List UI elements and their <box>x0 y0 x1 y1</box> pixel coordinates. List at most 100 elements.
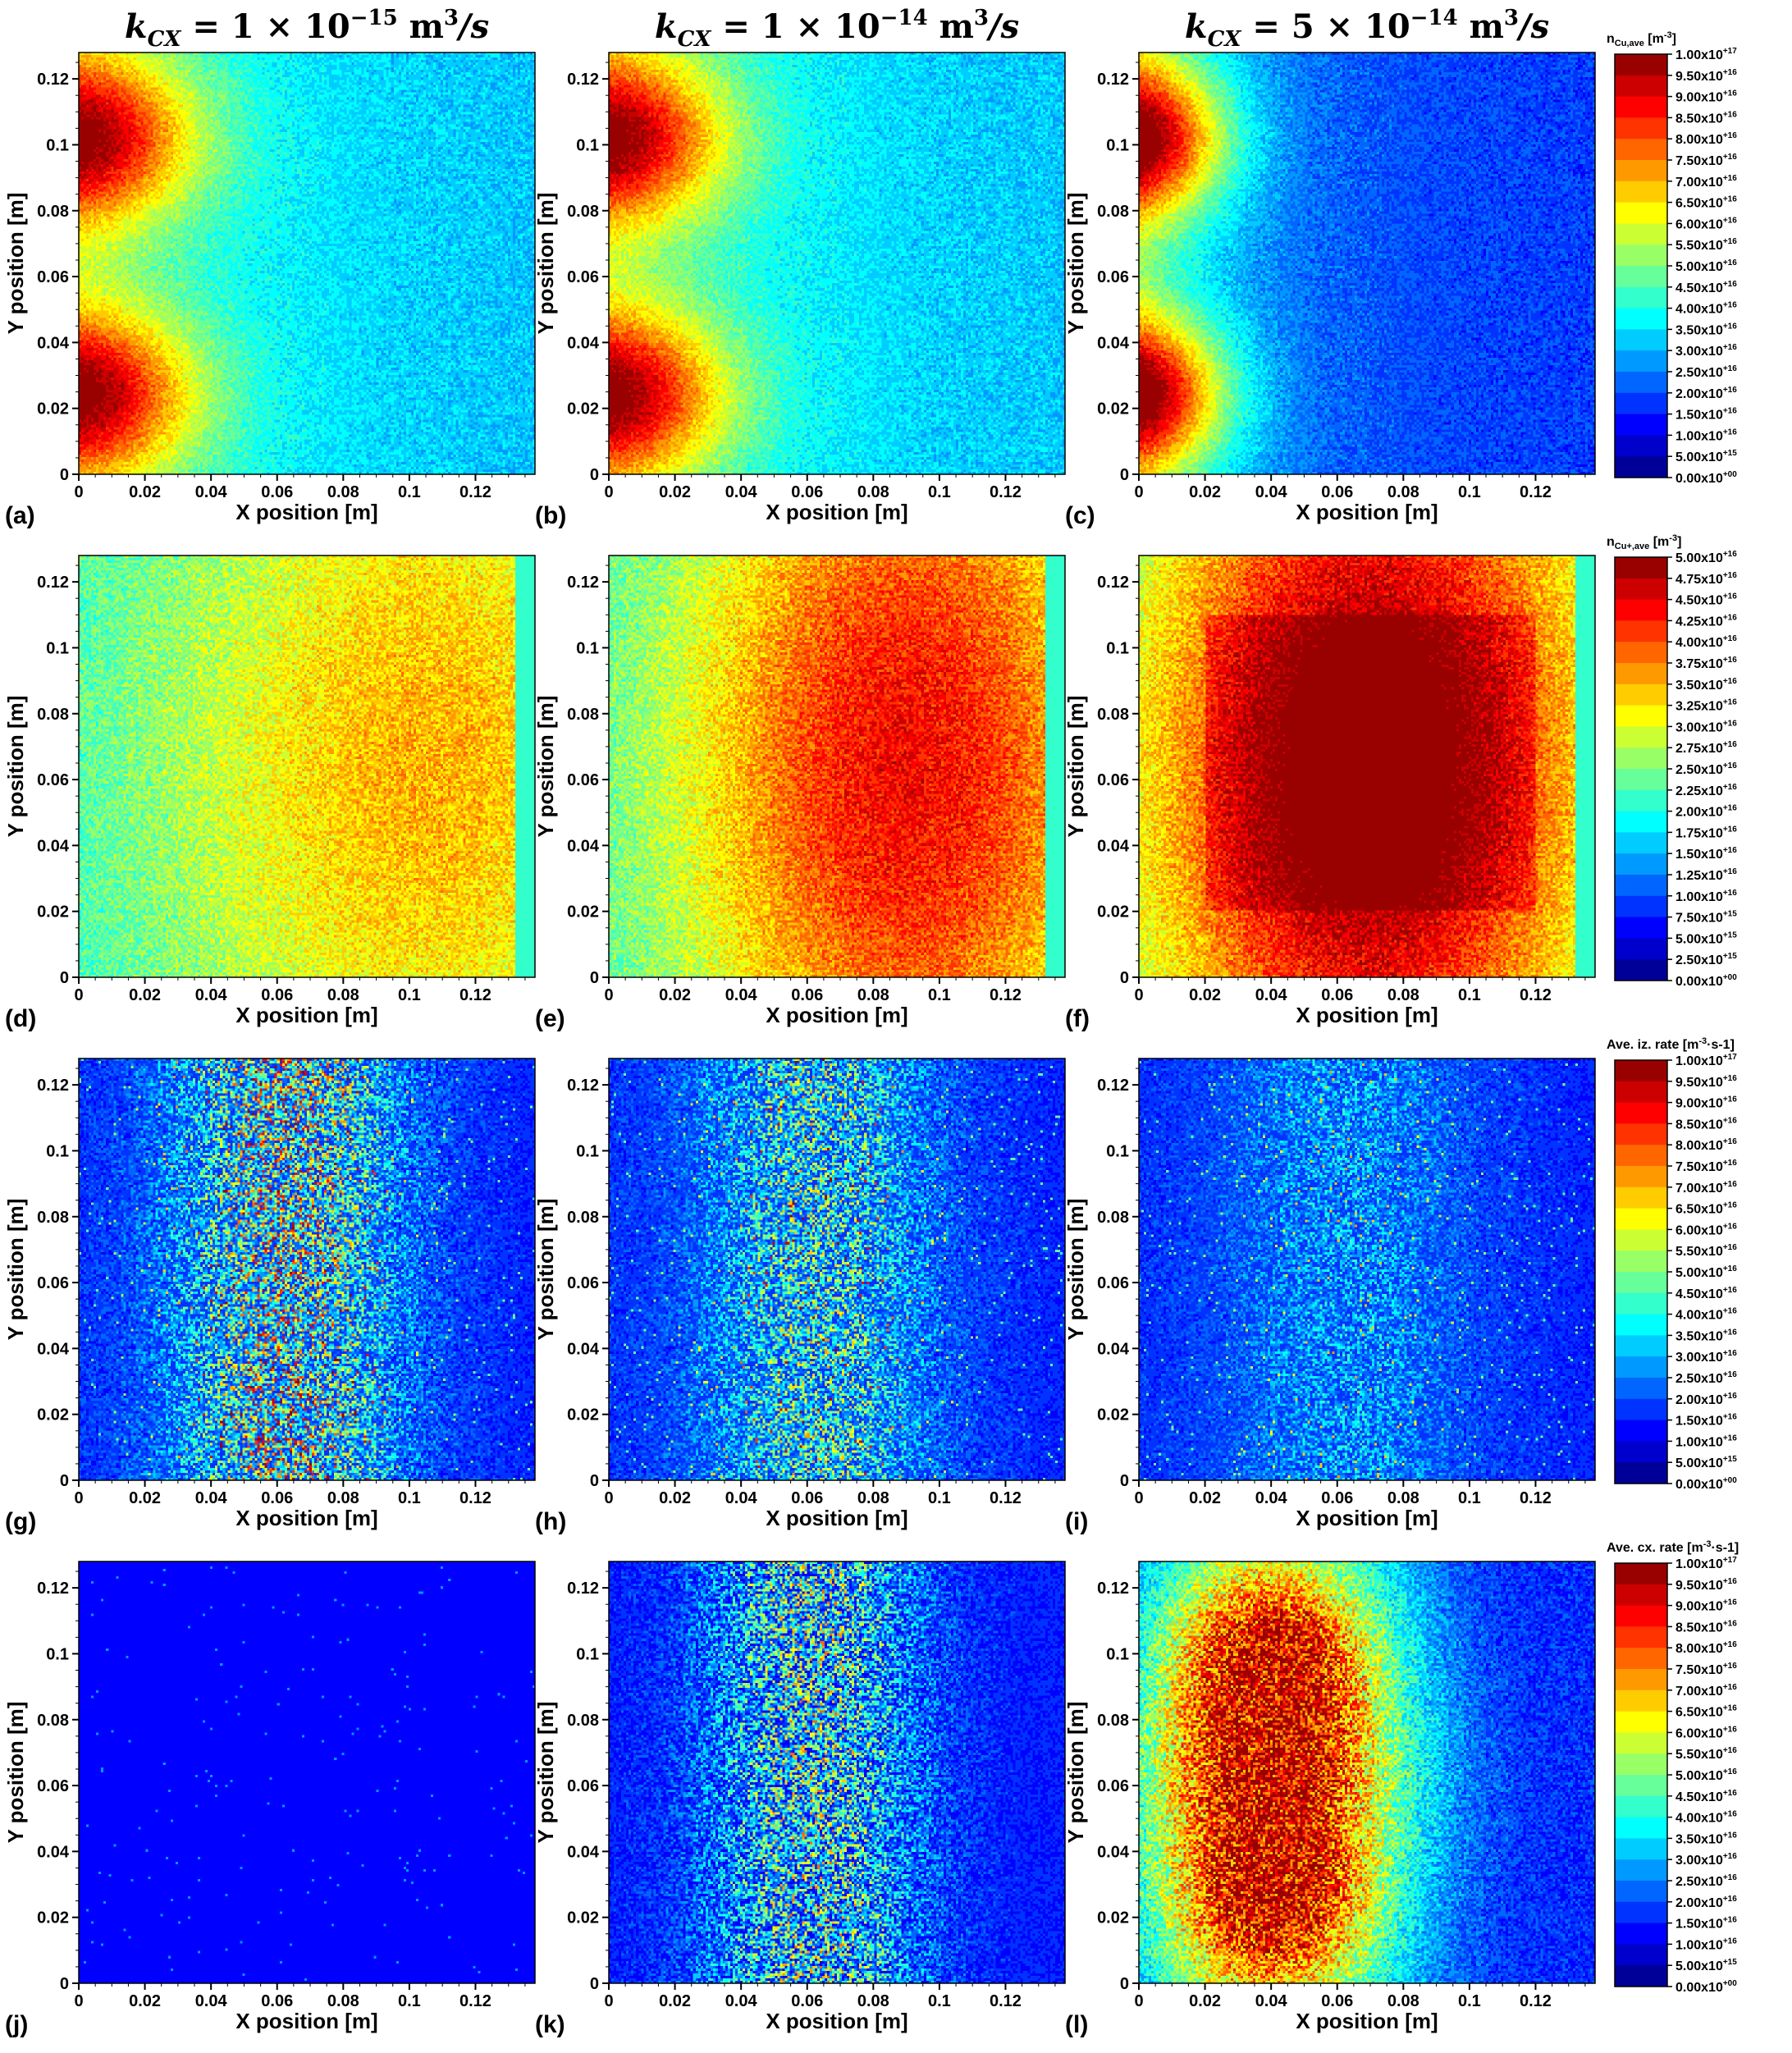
x-tick-label: 0.1 <box>928 986 951 1004</box>
panel-label: (c) <box>1065 502 1095 529</box>
y-tick-label: 0.06 <box>37 771 69 789</box>
colorbar-segment <box>1615 1944 1667 1966</box>
colorbar-segment <box>1615 1272 1667 1294</box>
plot-frame <box>78 555 536 978</box>
colorbar-label: 7.50x10+15 <box>1675 910 1737 926</box>
y-tick-label: 0.04 <box>567 837 600 855</box>
colorbar-segment <box>1615 54 1667 76</box>
heatmap-panel-e: 0 0.02 0.04 0.06 0.08 0.1 0.12 0 0.02 0.04 0.06 0.0… <box>533 555 1066 1032</box>
colorbar-segment <box>1615 1669 1667 1691</box>
x-tick-label: 0 <box>1134 1992 1143 2010</box>
colorbar-label: 4.50x10+16 <box>1675 592 1737 608</box>
y-tick-label: 0.02 <box>1097 903 1129 921</box>
x-tick-label: 0.1 <box>398 1992 421 2010</box>
column-titles: kCX = 1 × 10−15 m3/s kCX = 1 × 10−14 m3/s… <box>125 6 1549 52</box>
colorbar-segment <box>1615 599 1667 621</box>
x-tick-label: 0.02 <box>659 1992 691 2010</box>
y-tick-label: 0.06 <box>567 1274 599 1292</box>
y-tick-label: 0.08 <box>567 1712 599 1730</box>
y-tick-label: 0.04 <box>37 334 70 352</box>
x-axis-label: X position [m] <box>1296 2009 1438 2033</box>
y-tick-label: 0.08 <box>567 1209 599 1227</box>
colorbar-label: 0.00x10+00 <box>1675 1476 1737 1492</box>
colorbar-label: 4.50x10+16 <box>1675 1286 1737 1301</box>
colorbar-label: 5.00x10+15 <box>1675 1455 1737 1470</box>
y-tick-label: 0.06 <box>1097 1777 1129 1795</box>
colorbar-segment <box>1615 1292 1667 1315</box>
colorbar-label: 2.00x10+16 <box>1675 386 1737 401</box>
colorbar-label: 6.00x10+16 <box>1675 1725 1737 1740</box>
x-axis-label: X position [m] <box>766 2009 907 2033</box>
colorbar-segment <box>1615 1229 1667 1251</box>
x-tick-label: 0.02 <box>1189 1489 1221 1507</box>
plot-frame <box>78 52 536 475</box>
plot-frame <box>78 1561 536 1984</box>
colorbar-title: nCu+,ave [m-3] <box>1607 533 1681 551</box>
colorbar-segment <box>1615 1732 1667 1754</box>
x-axis-label: X position [m] <box>1296 1506 1438 1530</box>
colorbar-segment <box>1615 1965 1667 1987</box>
y-tick-label: 0.06 <box>1097 771 1129 789</box>
colorbar-segment <box>1615 456 1667 478</box>
colorbar-segment <box>1615 266 1667 288</box>
y-tick-label: 0.1 <box>46 1142 69 1160</box>
y-tick-label: 0.12 <box>37 574 69 592</box>
colorbar-segment <box>1615 1420 1667 1442</box>
colorbar-segment <box>1615 1398 1667 1421</box>
colorbar-label: 1.00x10+16 <box>1675 889 1737 904</box>
colorbar-label: 2.00x10+16 <box>1675 804 1737 820</box>
colorbar-label: 9.00x10+16 <box>1675 1095 1737 1111</box>
colorbar-segment <box>1615 748 1667 770</box>
y-tick-label: 0.12 <box>567 1077 599 1095</box>
colorbar-label: 9.50x10+16 <box>1675 68 1737 84</box>
y-tick-label: 0 <box>60 1472 69 1490</box>
y-tick-label: 0.06 <box>37 1274 69 1292</box>
colorbar-label: 1.25x10+16 <box>1675 867 1737 883</box>
y-tick-label: 0.08 <box>1097 706 1129 724</box>
y-tick-label: 0.08 <box>37 1712 69 1730</box>
y-tick-label: 0.12 <box>37 71 69 89</box>
colorbar-label: 7.50x10+16 <box>1675 1662 1737 1677</box>
x-tick-label: 0.1 <box>928 1992 951 2010</box>
colorbar-segment <box>1615 832 1667 854</box>
colorbar-segment <box>1615 75 1667 98</box>
y-tick-label: 0 <box>1120 466 1129 484</box>
y-axis-label: Y position [m] <box>1063 1702 1088 1844</box>
x-tick-label: 0.02 <box>129 1992 161 2010</box>
x-tick-label: 0 <box>1134 986 1143 1004</box>
y-tick-label: 0 <box>590 1975 599 1993</box>
x-tick-label: 0.06 <box>791 1489 823 1507</box>
colorbar-label: 6.50x10+16 <box>1675 195 1737 211</box>
y-tick-label: 0.08 <box>567 203 599 221</box>
x-tick-label: 0.12 <box>1520 986 1552 1004</box>
colorbar-segment <box>1615 1563 1667 1585</box>
colorbar-label: 9.00x10+16 <box>1675 1598 1737 1614</box>
x-tick-label: 0.06 <box>1321 1992 1353 2010</box>
colorbar-segment <box>1615 1689 1667 1712</box>
colorbar-label: 3.50x10+16 <box>1675 1831 1737 1846</box>
panels: 0 0.02 0.04 0.06 0.08 0.1 0.12 0 0.02 0.04 0.06 0.0… <box>3 52 1596 2038</box>
x-tick-label: 0 <box>74 483 83 501</box>
colorbar-label: 4.50x10+16 <box>1675 1789 1737 1804</box>
colorbar-segment <box>1615 917 1667 939</box>
y-tick-label: 0.1 <box>1106 1142 1129 1160</box>
x-tick-label: 0.08 <box>857 986 889 1004</box>
colorbar-label: 8.50x10+16 <box>1675 1619 1737 1635</box>
x-tick-label: 0.1 <box>928 1489 951 1507</box>
x-tick-label: 0.1 <box>1458 483 1481 501</box>
plot-frame <box>78 1058 536 1481</box>
x-tick-label: 0.04 <box>1255 1992 1288 2010</box>
colorbar-label: 8.00x10+16 <box>1675 1137 1737 1153</box>
y-tick-label: 0 <box>590 466 599 484</box>
colorbar-3: 1.00x10+17 9.50x10+16 9.00x10+16 8.50x10+16… <box>1607 1036 1737 1492</box>
heatmap-image <box>609 1561 1065 1983</box>
colorbar-label: 0.00x10+00 <box>1675 973 1737 989</box>
y-tick-label: 0.06 <box>1097 1274 1129 1292</box>
heatmap-panel-h: 0 0.02 0.04 0.06 0.08 0.1 0.12 0 0.02 0.04 0.06 0.0… <box>533 1058 1066 1535</box>
colorbar-label: 8.00x10+16 <box>1675 1640 1737 1656</box>
y-axis-label: Y position [m] <box>3 696 28 838</box>
colorbar-segment <box>1615 245 1667 267</box>
y-tick-label: 0 <box>1120 1472 1129 1490</box>
y-tick-label: 0.1 <box>576 136 599 154</box>
x-tick-label: 0.02 <box>129 483 161 501</box>
